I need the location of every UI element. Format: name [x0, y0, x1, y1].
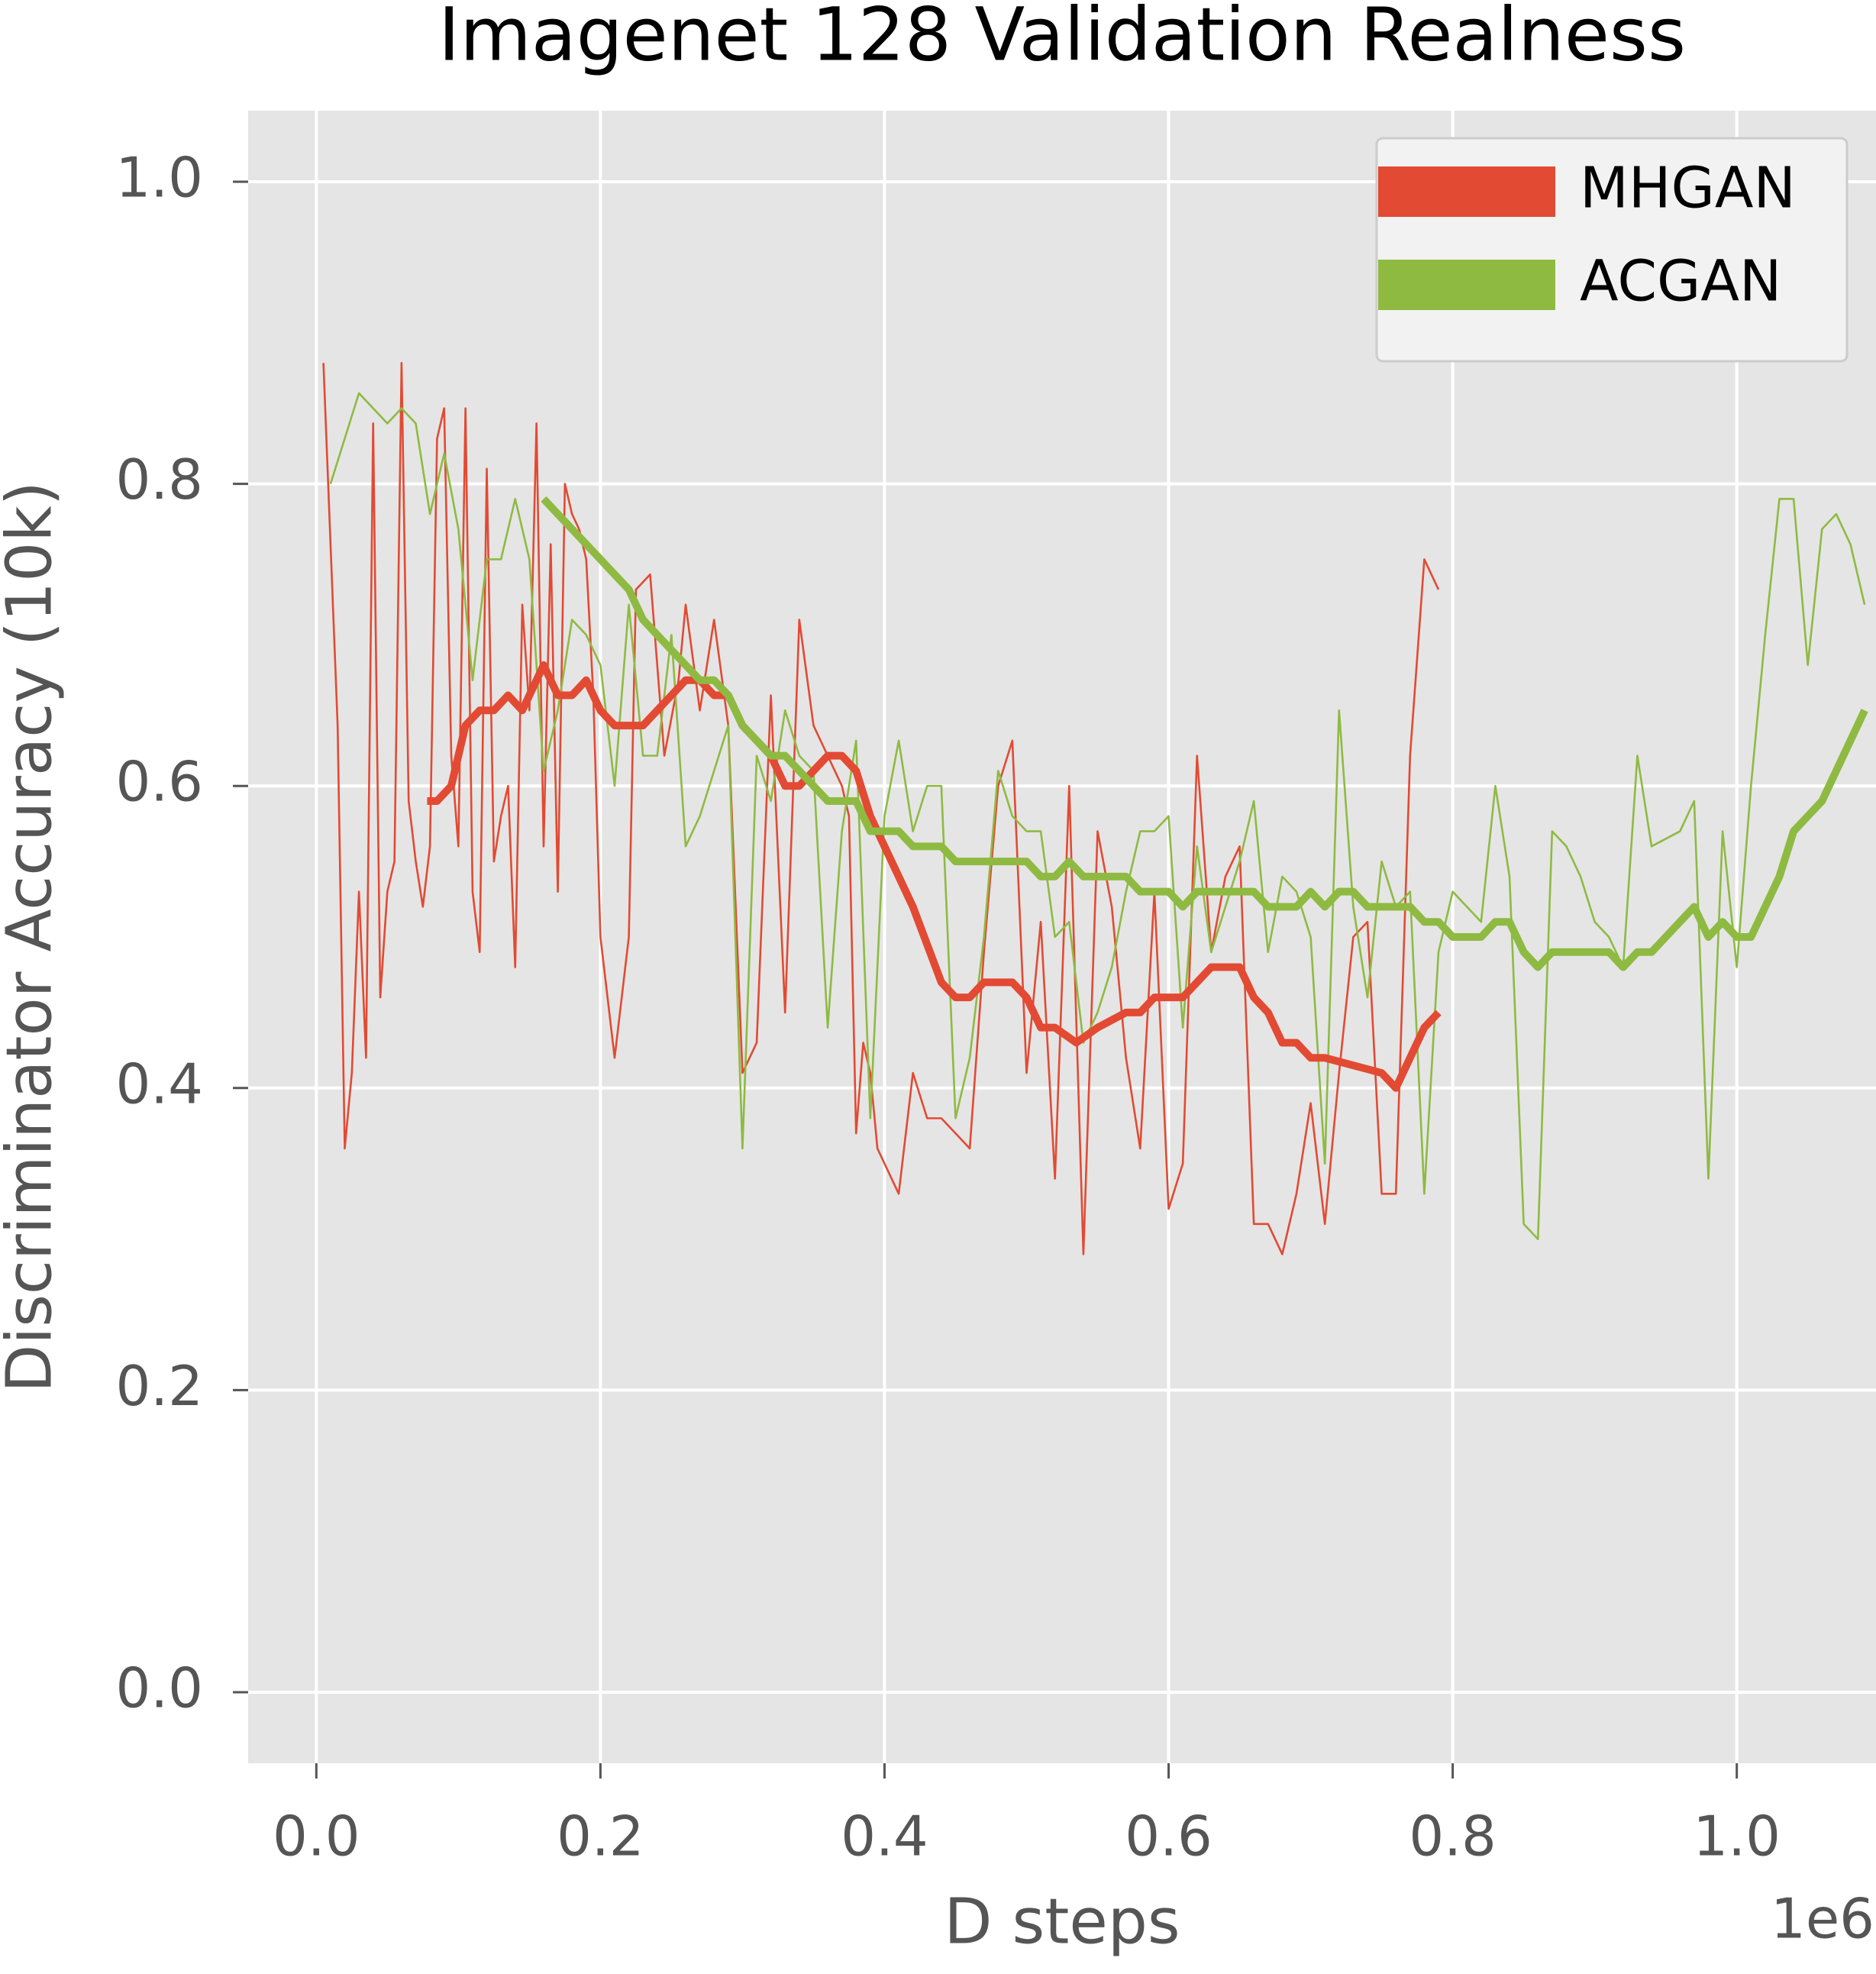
- legend-swatch: [1378, 260, 1555, 310]
- raw-line: [322, 362, 1440, 1255]
- y-tick-label: 1.0: [115, 145, 203, 209]
- y-tick-label: 0.0: [115, 1656, 203, 1720]
- smoothed-line: [541, 496, 1868, 971]
- x-tick-label: 0.8: [1409, 1804, 1497, 1869]
- legend-label: MHGAN: [1580, 156, 1796, 221]
- y-axis-label: Discriminator Accuracy (10k): [0, 481, 66, 1392]
- smoothed-line: [427, 661, 1442, 1092]
- x-offset-label: 1e6: [1771, 1887, 1874, 1951]
- x-tick-label: 0.2: [557, 1804, 644, 1869]
- x-tick-label: 0.6: [1125, 1804, 1212, 1869]
- y-tick-label: 0.2: [115, 1354, 203, 1418]
- x-tick-label: 1.0: [1693, 1804, 1781, 1869]
- plot-background: [248, 111, 1876, 1763]
- series-lines: [322, 362, 1868, 1255]
- x-tick-label: 0.4: [841, 1804, 928, 1869]
- raw-line: [329, 392, 1866, 1240]
- legend-label: ACGAN: [1580, 249, 1781, 315]
- y-tick-label: 0.4: [115, 1052, 203, 1116]
- x-axis-label: D steps: [944, 1885, 1180, 1958]
- x-tick-label: 0.0: [273, 1804, 360, 1869]
- legend-swatch: [1378, 166, 1555, 217]
- legend: MHGAN ACGAN: [1375, 137, 1849, 363]
- chart-title: Imagenet 128 Validation Realness: [438, 0, 1686, 77]
- y-tick-label: 0.8: [115, 447, 203, 512]
- y-tick-label: 0.6: [115, 750, 203, 814]
